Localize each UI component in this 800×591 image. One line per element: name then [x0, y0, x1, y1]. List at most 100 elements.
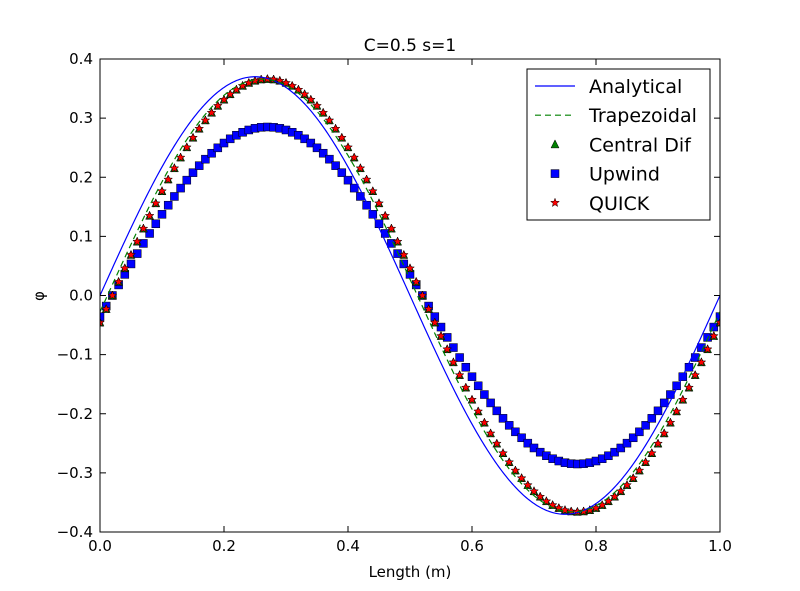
- data-point-upwind: [517, 433, 526, 443]
- data-point-quick: [535, 491, 546, 501]
- data-point-quick: [374, 198, 384, 208]
- data-point-quick: [312, 100, 322, 111]
- data-point-quick: [405, 263, 415, 273]
- data-point-quick: [100, 317, 105, 327]
- data-point-upwind: [337, 168, 347, 177]
- data-point-quick: [398, 249, 409, 260]
- data-point-upwind: [213, 143, 223, 153]
- data-point-quick: [237, 80, 248, 91]
- data-point-quick: [504, 457, 515, 467]
- legend-label-quick: QUICK: [589, 193, 650, 215]
- data-point-upwind: [455, 353, 464, 362]
- data-point-quick: [591, 502, 601, 513]
- data-point-quick: [169, 163, 180, 173]
- y-tick-label: −0.2: [57, 405, 93, 423]
- data-point-upwind: [622, 438, 632, 448]
- data-point-upwind: [145, 229, 154, 238]
- data-point-upwind: [709, 322, 719, 332]
- data-point-quick: [560, 504, 570, 515]
- y-tick-label: 0.0: [69, 287, 93, 305]
- data-point-upwind: [436, 322, 446, 332]
- series-line-trapezoidal: [100, 78, 720, 513]
- data-point-quick: [653, 438, 663, 448]
- data-point-quick: [268, 74, 279, 84]
- x-tick-label: 0.0: [88, 537, 112, 555]
- y-axis-label: φ: [30, 291, 48, 301]
- data-point-quick: [361, 174, 372, 184]
- data-point-quick: [690, 369, 701, 380]
- data-point-upwind: [176, 183, 185, 193]
- data-point-upwind: [349, 183, 359, 193]
- data-point-upwind: [641, 421, 650, 430]
- data-point-quick: [299, 89, 310, 99]
- legend: Analytical Trapezoidal Central Dif Upwind QU…: [526, 68, 711, 221]
- legend-swatch-upwind: [550, 169, 560, 178]
- data-point-quick: [287, 80, 298, 91]
- data-point-quick: [436, 330, 446, 341]
- data-point-quick: [194, 123, 205, 133]
- y-tick-label: 0.4: [69, 50, 93, 68]
- x-axis-label: Length (m): [369, 563, 452, 581]
- data-point-quick: [454, 369, 465, 380]
- x-tick-label: 0.6: [460, 537, 484, 555]
- data-point-upwind: [201, 154, 210, 164]
- data-point-upwind: [343, 175, 353, 185]
- data-point-quick: [157, 186, 167, 196]
- data-point-upwind: [635, 427, 644, 437]
- data-point-quick: [138, 223, 149, 233]
- data-point-quick: [677, 394, 688, 404]
- plot-area: [100, 73, 720, 517]
- data-point-upwind: [188, 168, 198, 177]
- data-point-quick: [659, 428, 670, 438]
- data-point-quick: [330, 123, 341, 133]
- data-point-quick: [491, 438, 502, 448]
- data-point-upwind: [182, 175, 192, 185]
- data-point-quick: [467, 394, 477, 404]
- data-point-upwind: [100, 312, 105, 321]
- data-point-quick: [163, 174, 174, 184]
- data-point-quick: [355, 163, 366, 173]
- data-point-quick: [442, 344, 453, 354]
- data-point-quick: [188, 132, 198, 142]
- data-point-upwind: [486, 398, 495, 408]
- data-point-quick: [380, 210, 391, 221]
- legend-item-quick: QUICK: [550, 193, 650, 215]
- data-point-quick: [206, 107, 217, 118]
- data-point-upwind: [163, 200, 173, 210]
- data-point-quick: [702, 344, 713, 354]
- legend-swatch-quick: [550, 197, 560, 208]
- data-point-quick: [107, 290, 118, 300]
- data-point-upwind: [399, 259, 409, 269]
- series-line-analytical: [100, 76, 720, 515]
- legend-label-trapezoidal: Trapezoidal: [588, 105, 697, 127]
- data-point-upwind: [659, 398, 669, 408]
- legend-swatch-central-dif: [550, 139, 560, 149]
- legend-item-analytical: Analytical: [535, 76, 682, 98]
- legend-item-upwind: Upwind: [550, 164, 660, 186]
- data-point-upwind: [157, 210, 167, 219]
- data-point-quick: [510, 465, 521, 475]
- data-point-upwind: [449, 343, 458, 352]
- x-tick-label: 0.4: [336, 537, 360, 555]
- y-tick-label: 0.3: [69, 109, 93, 127]
- data-point-quick: [522, 479, 533, 490]
- data-point-quick: [305, 94, 316, 104]
- data-point-quick: [460, 382, 471, 392]
- data-point-upwind: [498, 414, 508, 423]
- legend-label-analytical: Analytical: [589, 76, 682, 98]
- data-point-quick: [343, 142, 353, 152]
- data-point-upwind: [151, 219, 161, 229]
- data-point-quick: [132, 236, 143, 246]
- data-point-quick: [479, 417, 490, 427]
- data-point-quick: [212, 100, 223, 111]
- data-point-quick: [119, 263, 130, 273]
- data-point-quick: [243, 77, 254, 88]
- data-point-quick: [417, 290, 428, 300]
- x-tick-label: 0.8: [584, 537, 608, 555]
- data-point-quick: [324, 115, 335, 125]
- data-point-upwind: [126, 259, 136, 269]
- y-tick-label: −0.3: [57, 464, 93, 482]
- data-point-upwind: [331, 161, 340, 170]
- y-tick-label: −0.4: [57, 523, 93, 541]
- data-point-quick: [665, 417, 676, 427]
